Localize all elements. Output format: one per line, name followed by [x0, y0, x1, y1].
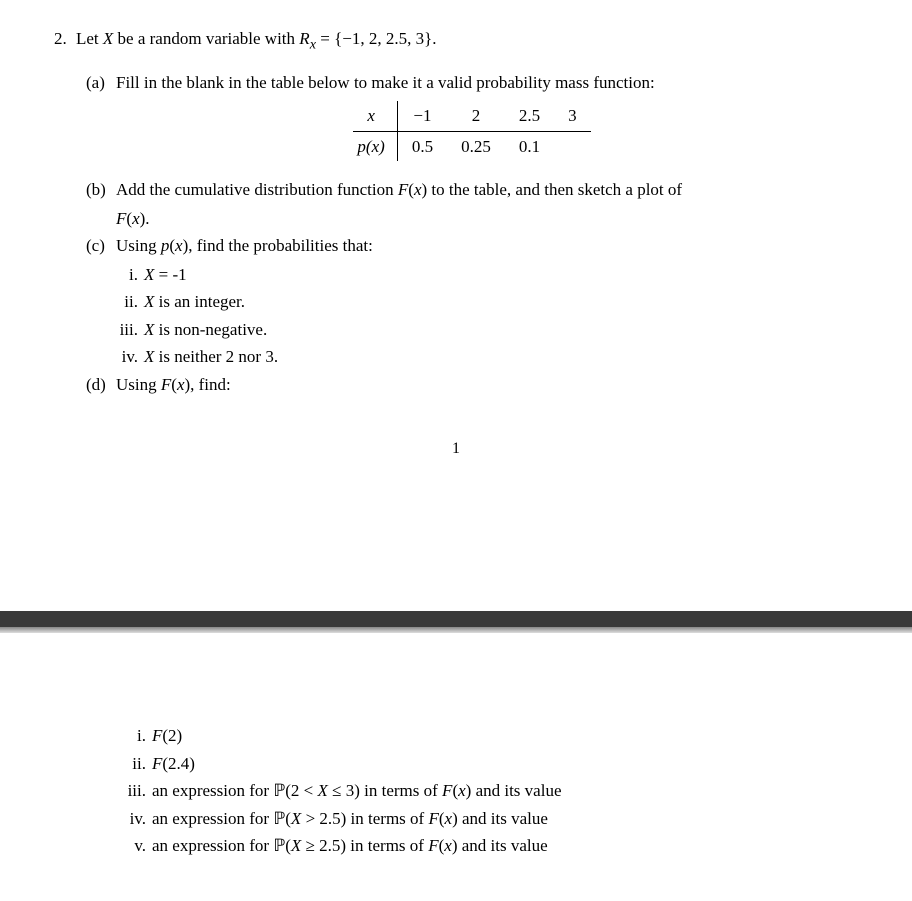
list-item: iii. an expression for ℙ(2 < X ≤ 3) in t… [116, 778, 858, 804]
p-val: 0.25 [447, 131, 505, 161]
part-d-items: i. F(2) ii. F(2.4) iii. an expression fo… [86, 723, 858, 859]
page-gap-lower [0, 633, 912, 723]
list-item: i. X = -1 [116, 262, 858, 288]
item-text: X is non-negative. [144, 317, 267, 343]
problem-text: Let X be a random variable with Rx = {−1… [76, 26, 436, 56]
p-val: 0.5 [397, 131, 447, 161]
x-val: −1 [397, 101, 447, 131]
page-top-section: 2. Let X be a random variable with Rx = … [0, 0, 912, 461]
roman-i: i. [116, 723, 152, 749]
page-gap [0, 461, 912, 611]
x-val: 3 [554, 101, 591, 131]
item-text: F(2) [152, 723, 182, 749]
part-c: (c) Using p(x), find the probabilities t… [86, 233, 858, 259]
list-item: ii. F(2.4) [116, 751, 858, 777]
list-item: iii. X is non-negative. [116, 317, 858, 343]
item-text: F(2.4) [152, 751, 195, 777]
p-val [554, 131, 591, 161]
item-text: an expression for ℙ(X > 2.5) in terms of… [152, 806, 548, 832]
p-val: 0.1 [505, 131, 554, 161]
roman-iv: iv. [116, 806, 152, 832]
part-c-items: i. X = -1 ii. X is an integer. iii. X is… [86, 262, 858, 370]
list-item: ii. X is an integer. [116, 289, 858, 315]
x-val: 2.5 [505, 101, 554, 131]
page-bottom-section: i. F(2) ii. F(2.4) iii. an expression fo… [0, 723, 912, 901]
subparts: (a) Fill in the blank in the table below… [54, 70, 858, 398]
item-text: X = -1 [144, 262, 187, 288]
part-b-text: Add the cumulative distribution function… [116, 177, 682, 203]
roman-i: i. [116, 262, 144, 288]
part-d-text: Using F(x), find: [116, 372, 231, 398]
item-text: an expression for ℙ(X ≥ 2.5) in terms of… [152, 833, 548, 859]
part-b-label: (b) [86, 177, 116, 203]
pmf-table: x −1 2 2.5 3 p(x) 0.5 0.25 0.1 [353, 101, 590, 161]
roman-iii: iii. [116, 317, 144, 343]
list-item: v. an expression for ℙ(X ≥ 2.5) in terms… [116, 833, 858, 859]
roman-v: v. [116, 833, 152, 859]
item-text: X is neither 2 nor 3. [144, 344, 278, 370]
part-a-text: Fill in the blank in the table below to … [116, 70, 655, 96]
roman-iii: iii. [116, 778, 152, 804]
list-item: iv. X is neither 2 nor 3. [116, 344, 858, 370]
item-text: X is an integer. [144, 289, 245, 315]
problem-number: 2. [54, 26, 76, 56]
problem-stem: 2. Let X be a random variable with Rx = … [54, 26, 858, 56]
part-c-label: (c) [86, 233, 116, 259]
part-c-text: Using p(x), find the probabilities that: [116, 233, 373, 259]
part-a-label: (a) [86, 70, 116, 96]
part-d: (d) Using F(x), find: [86, 372, 858, 398]
p-label: p(x) [353, 131, 397, 161]
part-b: (b) Add the cumulative distribution func… [86, 177, 858, 203]
table-row: p(x) 0.5 0.25 0.1 [353, 131, 590, 161]
page-number: 1 [54, 437, 858, 461]
part-d-continued: i. F(2) ii. F(2.4) iii. an expression fo… [54, 723, 858, 859]
x-label: x [353, 101, 397, 131]
part-b-line2: F(x). [86, 206, 858, 232]
roman-ii: ii. [116, 289, 144, 315]
roman-ii: ii. [116, 751, 152, 777]
part-d-label: (d) [86, 372, 116, 398]
part-a: (a) Fill in the blank in the table below… [86, 70, 858, 96]
roman-iv: iv. [116, 344, 144, 370]
page-separator-bar [0, 611, 912, 627]
table-row: x −1 2 2.5 3 [353, 101, 590, 131]
list-item: i. F(2) [116, 723, 858, 749]
list-item: iv. an expression for ℙ(X > 2.5) in term… [116, 806, 858, 832]
x-val: 2 [447, 101, 505, 131]
item-text: an expression for ℙ(2 < X ≤ 3) in terms … [152, 778, 562, 804]
